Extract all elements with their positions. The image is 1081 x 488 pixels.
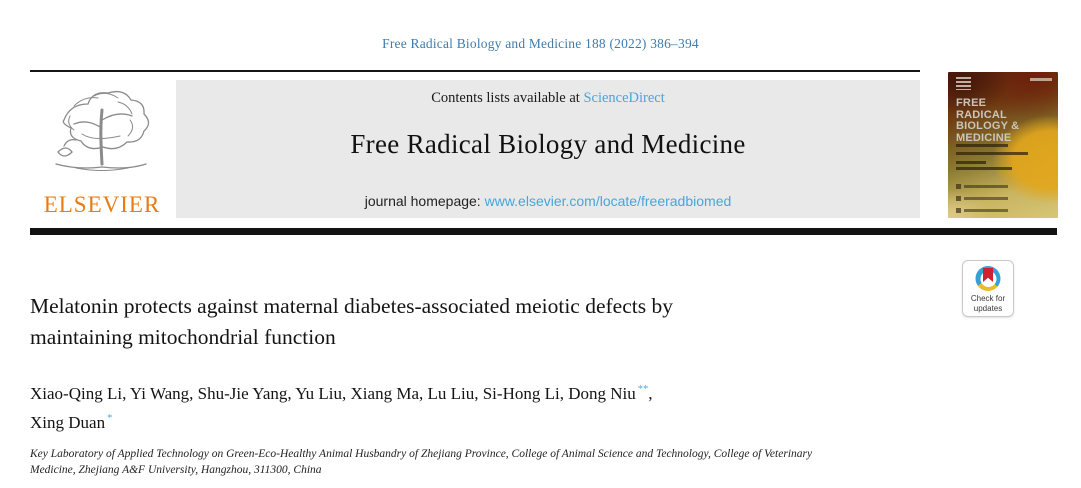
check-for-updates-button[interactable]: Check for updates [962,260,1014,317]
contents-line: Contents lists available at ScienceDirec… [176,90,920,107]
authors-line1: Xiao-Qing Li, Yi Wang, Shu-Jie Yang, Yu … [30,384,636,403]
journal-title: Free Radical Biology and Medicine [350,129,746,159]
running-head-citation: Free Radical Biology and Medicine 188 (2… [382,36,699,51]
cover-issn-text [1030,78,1052,81]
cover-issue-line [956,161,986,164]
cover-society-row [956,196,1008,201]
journal-banner: Contents lists available at ScienceDirec… [176,80,920,218]
cover-title-line: FREE [956,97,987,109]
cover-society-row [956,208,1008,213]
elsevier-wordmark: ELSEVIER [43,192,161,217]
cover-title-line: MEDICINE [956,131,1012,144]
homepage-line: journal homepage: www.elsevier.com/locat… [176,193,920,209]
cover-title-line: BIOLOGY & [956,120,1020,132]
cover-society-row [956,184,1008,189]
homepage-label: journal homepage: [364,193,481,209]
author-list: Xiao-Qing Li, Yi Wang, Shu-Jie Yang, Yu … [30,381,652,439]
authors-line1-comma: , [648,384,653,403]
journal-cover-thumbnail[interactable]: FREE RADICAL BIOLOGY & MEDICINE [948,72,1058,218]
cover-elsevier-mark-icon [956,77,971,90]
affiliation-line2: Medicine, Zhejiang A&F University, Hangz… [30,463,322,476]
corresponding-author-marker-double[interactable]: ** [637,384,649,395]
article-title-line1: Melatonin protects against maternal diab… [30,294,673,318]
cover-editors-line [956,152,1028,155]
corresponding-author-marker-single[interactable]: * [107,413,113,424]
cover-volume-line [956,144,1008,147]
header-top-rule [30,70,920,72]
elsevier-tree-icon [55,90,150,171]
authors-line2: Xing Duan [30,413,106,432]
check-for-updates-label: Check for updates [970,294,1006,313]
cover-title-line: RADICAL [956,108,1007,121]
article-title: Melatonin protects against maternal diab… [30,291,673,353]
affiliation: Key Laboratory of Applied Technology on … [30,447,812,478]
contents-line-text: Contents lists available at [431,90,580,106]
cover-issue-line [956,167,1012,170]
crossmark-bookmark-icon [983,268,993,282]
homepage-url-link[interactable]: www.elsevier.com/locate/freeradbiomed [484,193,732,209]
elsevier-logo: ELSEVIER [28,80,176,218]
cover-title: FREE RADICAL BIOLOGY & MEDICINE [956,97,1020,144]
header-bottom-rule [30,228,1057,235]
article-title-line2: maintaining mitochondrial function [30,325,336,349]
sciencedirect-link[interactable]: ScienceDirect [583,90,665,106]
affiliation-line1: Key Laboratory of Applied Technology on … [30,448,813,460]
